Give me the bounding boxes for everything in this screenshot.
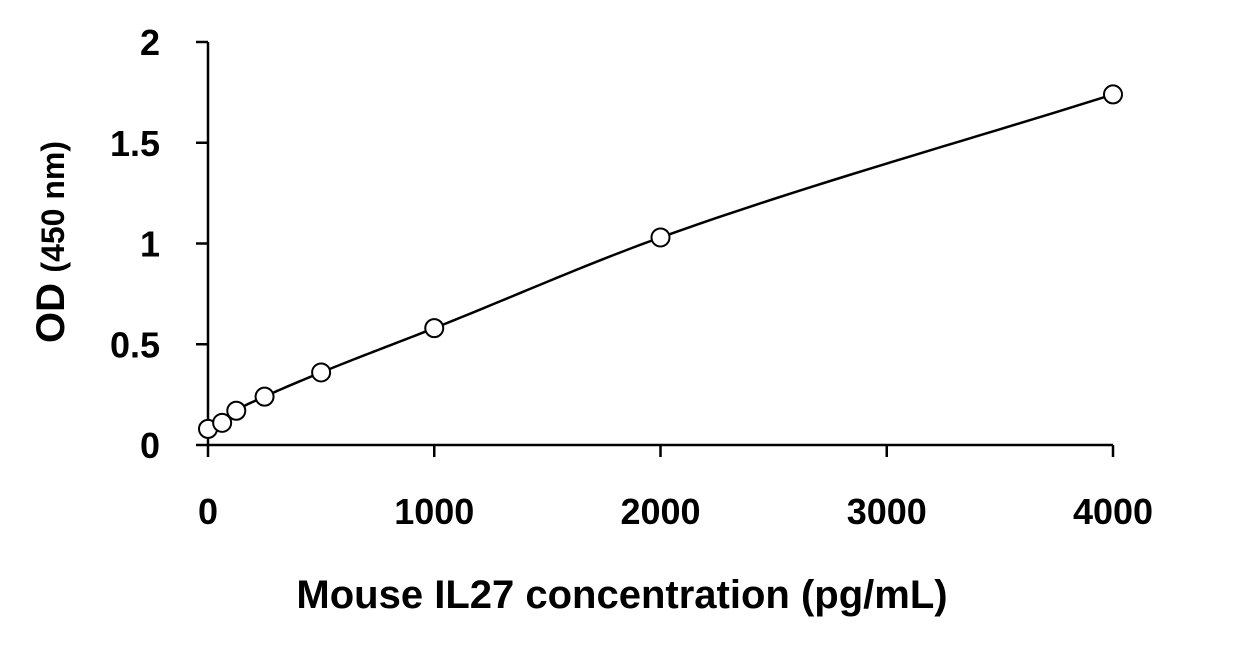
data-point bbox=[226, 400, 247, 421]
x-tick-label: 3000 bbox=[847, 491, 927, 532]
data-point bbox=[254, 386, 275, 407]
x-tick-label: 4000 bbox=[1073, 491, 1153, 532]
y-tick-label: 1 bbox=[140, 224, 160, 265]
y-tick-label: 0.5 bbox=[110, 324, 160, 365]
y-axis-title-main: OD bbox=[29, 283, 73, 343]
data-point bbox=[212, 412, 233, 433]
axes bbox=[196, 40, 1115, 457]
fit-curve bbox=[207, 93, 1114, 431]
x-axis-title: Mouse IL27 concentration (pg/mL) bbox=[296, 573, 947, 617]
data-point bbox=[650, 227, 671, 248]
data-point bbox=[311, 362, 332, 383]
fit-curve-layer bbox=[207, 93, 1114, 431]
y-tick-label: 0 bbox=[140, 425, 160, 466]
y-axis-title-unit: (450 nm) bbox=[35, 141, 71, 273]
x-tick-label: 1000 bbox=[394, 491, 474, 532]
y-tick-label: 2 bbox=[140, 22, 160, 63]
data-points bbox=[198, 84, 1123, 439]
y-axis-title: OD (450 nm) bbox=[29, 141, 73, 343]
y-tick-label: 1.5 bbox=[110, 123, 160, 164]
x-tick-label: 2000 bbox=[620, 491, 700, 532]
x-tick-label: 0 bbox=[198, 491, 218, 532]
tick-labels: 0 0.5 1 1.5 2 0 1000 2000 3000 4000 bbox=[110, 22, 1153, 532]
data-point bbox=[424, 318, 445, 339]
data-point bbox=[1103, 84, 1123, 105]
